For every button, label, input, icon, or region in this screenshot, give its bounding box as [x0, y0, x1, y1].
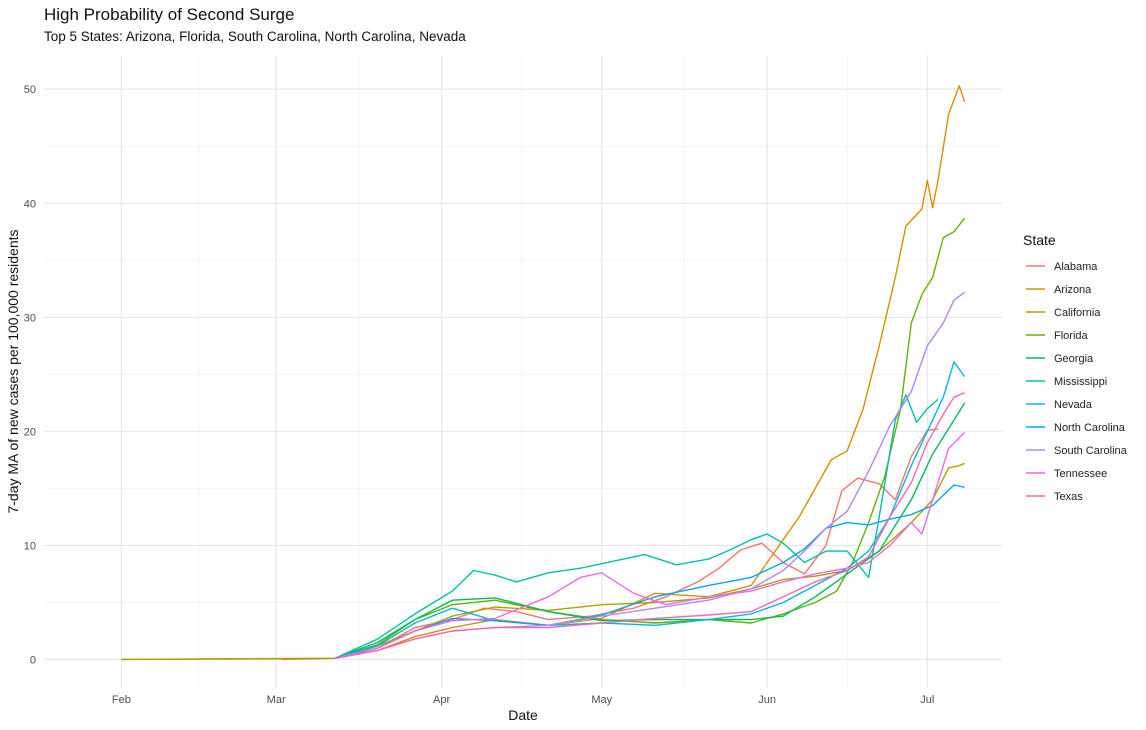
series-line-arizona: [121, 85, 966, 661]
x-tick-label: Feb: [112, 694, 131, 706]
y-tick-label: 30: [24, 312, 36, 324]
y-tick-label: 0: [30, 654, 36, 666]
minor-gridlines: [44, 55, 1002, 688]
legend-label-mississippi: Mississippi: [1054, 376, 1107, 388]
series-line-california: [121, 462, 965, 661]
series-line-alabama: [281, 428, 939, 661]
chart-title: High Probability of Second Surge: [44, 5, 295, 24]
legend-title: State: [1023, 232, 1056, 248]
legend-label-california: California: [1054, 307, 1101, 319]
legend-label-south-carolina: South Carolina: [1054, 445, 1128, 457]
y-tick-label: 50: [24, 84, 36, 96]
y-axis-title: 7-day MA of new cases per 100,000 reside…: [5, 229, 21, 513]
legend-item-california: California: [1026, 307, 1101, 319]
legend-label-nevada: Nevada: [1054, 399, 1093, 411]
series-line-north-carolina: [334, 484, 965, 659]
x-tick-label: Jun: [758, 694, 776, 706]
legend-label-arizona: Arizona: [1054, 284, 1092, 296]
legend-item-georgia: Georgia: [1026, 353, 1094, 365]
chart-subtitle: Top 5 States: Arizona, Florida, South Ca…: [44, 29, 466, 44]
series-lines: [121, 85, 966, 661]
series-line-tennessee: [334, 432, 966, 659]
legend: State Alabama Arizona California Florida Geo…: [1023, 232, 1128, 503]
legend-item-nevada: Nevada: [1026, 399, 1093, 411]
series-line-nevada: [334, 361, 966, 659]
x-tick-label: May: [591, 694, 612, 706]
legend-label-tennessee: Tennessee: [1054, 468, 1107, 480]
y-axis-tick-labels: 0 10 20 30 40 50: [24, 84, 36, 666]
x-axis-title: Date: [508, 707, 538, 723]
legend-item-mississippi: Mississippi: [1026, 376, 1107, 388]
x-tick-label: Apr: [433, 694, 450, 706]
x-axis-tick-labels: Feb Mar Apr May Jun Jul: [112, 694, 934, 706]
series-line-georgia: [334, 402, 966, 659]
series-line-mississippi: [334, 394, 939, 659]
x-tick-label: Mar: [267, 694, 286, 706]
legend-items: Alabama Arizona California Florida Georgia Mi…: [1026, 261, 1128, 503]
legend-item-north-carolina: North Carolina: [1026, 422, 1126, 434]
x-tick-label: Jul: [920, 694, 934, 706]
series-line-texas: [334, 391, 965, 659]
y-tick-label: 10: [24, 540, 36, 552]
legend-item-texas: Texas: [1026, 491, 1083, 503]
legend-item-alabama: Alabama: [1026, 261, 1098, 273]
legend-item-florida: Florida: [1026, 330, 1089, 342]
legend-item-tennessee: Tennessee: [1026, 468, 1107, 480]
legend-item-south-carolina: South Carolina: [1026, 445, 1128, 457]
y-tick-label: 20: [24, 426, 36, 438]
legend-label-florida: Florida: [1054, 330, 1089, 342]
legend-label-georgia: Georgia: [1054, 353, 1094, 365]
series-line-florida: [334, 217, 966, 659]
legend-label-north-carolina: North Carolina: [1054, 422, 1126, 434]
legend-label-texas: Texas: [1054, 491, 1083, 503]
major-gridlines: [44, 55, 1002, 688]
legend-label-alabama: Alabama: [1054, 261, 1098, 273]
legend-item-arizona: Arizona: [1026, 284, 1092, 296]
y-tick-label: 40: [24, 198, 36, 210]
